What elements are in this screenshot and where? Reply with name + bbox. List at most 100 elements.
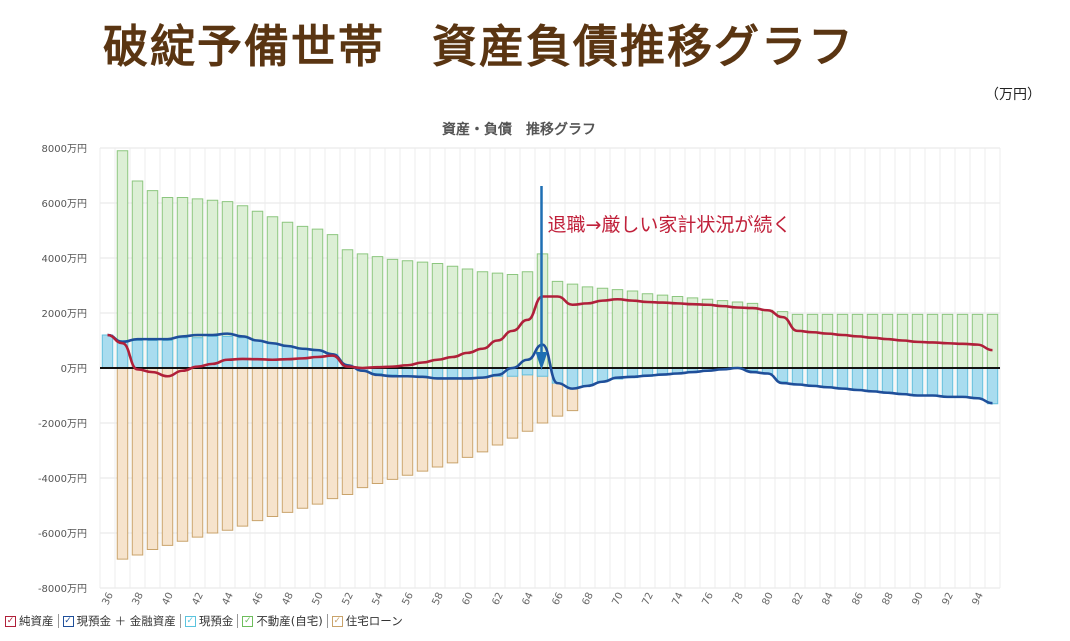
- x-tick-label: 56: [401, 591, 416, 607]
- bar-real-estate: [941, 313, 954, 369]
- y-axis: 8000万円 6000万円 4000万円 2000万円 0万円 -2000万円 -4000万…: [38, 144, 87, 595]
- x-tick-label: 84: [821, 591, 836, 607]
- bar-real-estate: [971, 313, 984, 369]
- x-tick-label: 72: [641, 591, 656, 607]
- bar-housing-loan: [161, 367, 174, 546]
- chart-title: 資産・負債 推移グラフ: [442, 121, 596, 138]
- line-cash-plus-financial: [107, 332, 993, 405]
- bar-real-estate: [116, 150, 129, 369]
- bar-cash: [851, 367, 864, 391]
- y-tick-label: -4000万円: [38, 474, 87, 485]
- bar-housing-loan: [476, 367, 489, 453]
- legend-checkbox-icon[interactable]: ✓: [62, 615, 74, 627]
- legend-item[interactable]: ✓ 住宅ローン: [331, 613, 403, 629]
- legend-label: 現預金: [198, 614, 234, 628]
- bar-real-estate: [476, 271, 489, 369]
- x-tick-label: 88: [881, 591, 896, 607]
- bar-real-estate: [386, 258, 399, 369]
- x-tick-label: 50: [311, 591, 326, 607]
- legend-checkbox-icon[interactable]: ✓: [242, 615, 254, 627]
- y-tick-label: -6000万円: [38, 529, 87, 540]
- legend-separator: [179, 614, 181, 628]
- x-axis: 36 38 40 42 44 46 48 50 52 54 56 58 60 62 64 66 68 70 72 74…: [101, 591, 986, 607]
- x-tick-label: 44: [221, 591, 236, 607]
- legend-item[interactable]: ✓ 現預金: [184, 613, 234, 629]
- bar-housing-loan: [116, 367, 129, 560]
- bar-housing-loan: [356, 367, 369, 489]
- bar-housing-loan: [401, 367, 414, 476]
- legend-checkbox-icon[interactable]: ✓: [5, 615, 16, 627]
- x-tick-label: 76: [701, 591, 716, 607]
- bar-cash: [791, 367, 804, 385]
- legend-label: 純資産: [19, 614, 54, 628]
- bar-housing-loan: [221, 367, 234, 531]
- bar-real-estate: [356, 253, 369, 369]
- bar-cash: [251, 340, 264, 369]
- y-tick-label: 4000万円: [42, 254, 87, 265]
- page-title: 破綻予備世帯 資産負債推移グラフ: [103, 20, 856, 73]
- annotation: 退職→厳しい家計状況が続く: [535, 186, 791, 370]
- series-real-estate: [116, 150, 999, 369]
- bar-real-estate: [341, 249, 354, 369]
- x-tick-label: 42: [191, 591, 206, 607]
- annotation-arrowhead: [535, 352, 548, 370]
- bar-real-estate: [371, 256, 384, 369]
- bar-real-estate: [851, 313, 864, 369]
- legend-item[interactable]: ✓ 不動産(自宅): [242, 613, 323, 629]
- legend-checkbox-icon[interactable]: ✓: [331, 615, 343, 627]
- bar-cash: [431, 367, 444, 379]
- bar-real-estate: [551, 280, 564, 369]
- bar-housing-loan: [521, 367, 534, 432]
- bar-cash: [986, 367, 999, 405]
- bar-housing-loan: [431, 367, 444, 468]
- bar-real-estate: [581, 286, 594, 369]
- x-tick-label: 48: [281, 591, 296, 607]
- bar-housing-loan: [281, 367, 294, 513]
- bar-cash: [176, 337, 189, 369]
- bar-real-estate: [326, 234, 339, 369]
- bar-real-estate: [986, 313, 999, 369]
- y-tick-label: 2000万円: [42, 309, 87, 320]
- bar-cash: [941, 367, 954, 398]
- bar-real-estate: [566, 283, 579, 369]
- x-tick-label: 68: [581, 591, 596, 607]
- unit-note: （万円）: [985, 87, 1041, 103]
- bar-real-estate: [446, 265, 459, 369]
- x-tick-label: 64: [521, 591, 536, 607]
- bar-cash: [806, 367, 819, 387]
- legend-separator: [237, 614, 239, 628]
- x-tick-label: 92: [941, 591, 956, 607]
- x-tick-label: 58: [431, 591, 446, 607]
- bar-cash: [926, 367, 939, 396]
- bar-real-estate: [956, 313, 969, 369]
- bar-cash: [881, 367, 894, 394]
- bar-real-estate: [686, 297, 699, 369]
- legend-item[interactable]: ✓ 純資産: [5, 613, 54, 629]
- series-housing-loan: [116, 367, 579, 560]
- x-tick-label: 60: [461, 591, 476, 607]
- bar-real-estate: [761, 309, 774, 369]
- bar-real-estate: [416, 261, 429, 369]
- bar-housing-loan: [251, 367, 264, 522]
- bar-cash: [281, 345, 294, 369]
- x-tick-label: 82: [791, 591, 806, 607]
- bar-cash: [191, 337, 204, 369]
- bar-cash: [146, 340, 159, 369]
- bar-real-estate: [806, 313, 819, 369]
- bar-real-estate: [506, 274, 519, 369]
- bar-housing-loan: [461, 367, 474, 458]
- y-tick-label: -2000万円: [38, 419, 87, 430]
- line-net-assets: [107, 295, 993, 378]
- bar-real-estate: [641, 293, 654, 369]
- bar-real-estate: [716, 300, 729, 369]
- bar-cash: [416, 367, 429, 377]
- bar-cash: [776, 367, 789, 383]
- x-tick-label: 94: [971, 591, 986, 607]
- x-tick-label: 54: [371, 591, 386, 607]
- legend-checkbox-icon[interactable]: ✓: [184, 615, 196, 627]
- bar-real-estate: [626, 290, 639, 369]
- bar-housing-loan: [191, 367, 204, 538]
- legend-item[interactable]: ✓ 現預金 ＋ 金融資産: [62, 613, 176, 629]
- x-tick-label: 40: [161, 591, 176, 607]
